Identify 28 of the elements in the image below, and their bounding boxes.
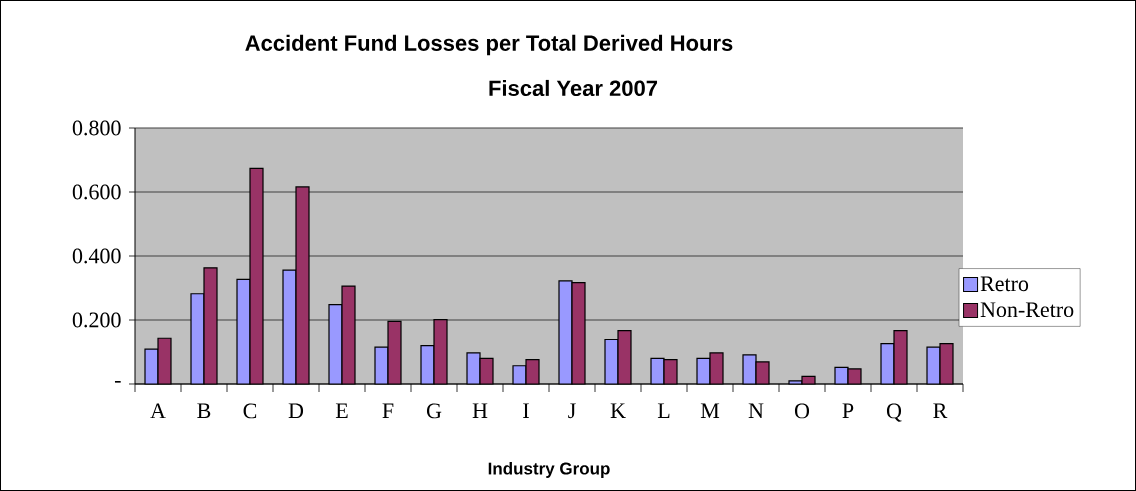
y-tick-label: 0.800: [72, 120, 121, 136]
x-tick-label: G: [426, 403, 442, 419]
x-tick-label: C: [243, 403, 257, 419]
x-tick-label: J: [568, 403, 576, 419]
x-tick-label: M: [700, 403, 720, 418]
x-tick-label: K: [610, 403, 626, 418]
x-tick-label: B: [197, 403, 211, 418]
y-tick-label: 0.200: [72, 312, 121, 328]
x-tick-label: L: [657, 403, 670, 418]
y-tick-label: 0.600: [72, 184, 121, 200]
x-tick-label: A: [150, 403, 166, 419]
x-tick-label: D: [288, 403, 304, 418]
x-tick-label: R: [933, 403, 948, 418]
y-tick-label: -: [114, 380, 121, 383]
x-tick-label: I: [523, 403, 529, 418]
x-tick-label: P: [842, 403, 854, 418]
legend-label: Retro: [980, 276, 1029, 292]
x-tick-label: E: [335, 403, 348, 418]
x-tick-label: F: [382, 403, 394, 418]
chart-title: Accident Fund Losses per Total Derived Hours: [245, 34, 733, 56]
x-tick-label: Q: [886, 403, 902, 422]
x-axis-title: Industry Group: [488, 462, 610, 478]
chart-subtitle: Fiscal Year 2007: [489, 79, 658, 97]
x-tick-label: N: [748, 403, 764, 418]
x-tick-label: O: [794, 403, 810, 419]
x-tick-label: H: [472, 403, 488, 418]
legend-label: Non-Retro: [980, 302, 1074, 318]
y-tick-label: 0.400: [72, 248, 121, 264]
